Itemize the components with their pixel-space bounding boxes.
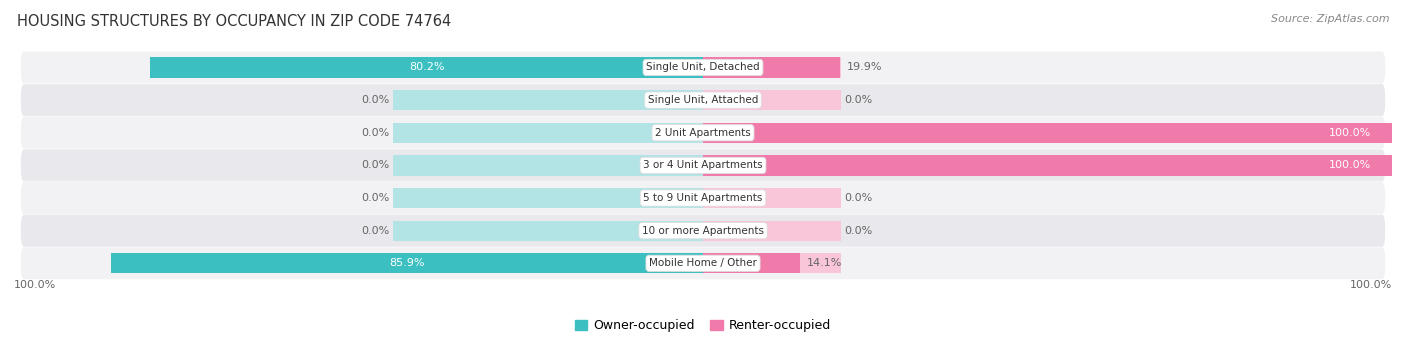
Bar — [111, 253, 703, 273]
Text: 0.0%: 0.0% — [844, 193, 873, 203]
Text: 5 to 9 Unit Apartments: 5 to 9 Unit Apartments — [644, 193, 762, 203]
FancyBboxPatch shape — [21, 84, 1385, 116]
Bar — [392, 155, 703, 176]
Text: 0.0%: 0.0% — [361, 226, 389, 236]
Legend: Owner-occupied, Renter-occupied: Owner-occupied, Renter-occupied — [569, 314, 837, 337]
Bar — [392, 253, 703, 273]
FancyBboxPatch shape — [21, 149, 1385, 181]
FancyBboxPatch shape — [21, 51, 1385, 84]
Text: 3 or 4 Unit Apartments: 3 or 4 Unit Apartments — [643, 160, 763, 170]
Text: 0.0%: 0.0% — [361, 128, 389, 138]
Text: 100.0%: 100.0% — [14, 280, 56, 290]
Text: 0.0%: 0.0% — [361, 160, 389, 170]
FancyBboxPatch shape — [21, 182, 1385, 214]
Bar — [392, 123, 703, 143]
Text: 100.0%: 100.0% — [1329, 160, 1371, 170]
Bar — [703, 90, 841, 110]
FancyBboxPatch shape — [21, 117, 1385, 149]
Text: 100.0%: 100.0% — [1350, 280, 1392, 290]
Bar — [703, 155, 1392, 176]
Text: 14.1%: 14.1% — [807, 258, 842, 268]
FancyBboxPatch shape — [21, 215, 1385, 247]
Text: 0.0%: 0.0% — [844, 95, 873, 105]
Bar — [703, 188, 841, 208]
Bar — [703, 253, 841, 273]
Bar — [392, 188, 703, 208]
Text: 80.2%: 80.2% — [409, 62, 444, 73]
Text: 85.9%: 85.9% — [389, 258, 425, 268]
Bar — [703, 123, 1392, 143]
Bar — [703, 123, 841, 143]
Text: Mobile Home / Other: Mobile Home / Other — [650, 258, 756, 268]
FancyBboxPatch shape — [21, 247, 1385, 279]
Text: Single Unit, Detached: Single Unit, Detached — [647, 62, 759, 73]
Bar — [703, 221, 841, 241]
Text: Source: ZipAtlas.com: Source: ZipAtlas.com — [1271, 14, 1389, 24]
Text: 0.0%: 0.0% — [361, 95, 389, 105]
Bar — [703, 57, 841, 78]
Text: 2 Unit Apartments: 2 Unit Apartments — [655, 128, 751, 138]
Bar — [703, 57, 841, 78]
Bar — [150, 57, 703, 78]
Text: 0.0%: 0.0% — [844, 226, 873, 236]
Text: Single Unit, Attached: Single Unit, Attached — [648, 95, 758, 105]
Text: 10 or more Apartments: 10 or more Apartments — [643, 226, 763, 236]
Bar — [392, 221, 703, 241]
Bar — [703, 253, 800, 273]
Text: HOUSING STRUCTURES BY OCCUPANCY IN ZIP CODE 74764: HOUSING STRUCTURES BY OCCUPANCY IN ZIP C… — [17, 14, 451, 29]
Bar — [703, 155, 841, 176]
Text: 19.9%: 19.9% — [846, 62, 883, 73]
Text: 100.0%: 100.0% — [1329, 128, 1371, 138]
Text: 0.0%: 0.0% — [361, 193, 389, 203]
Bar — [392, 57, 703, 78]
Bar — [392, 90, 703, 110]
